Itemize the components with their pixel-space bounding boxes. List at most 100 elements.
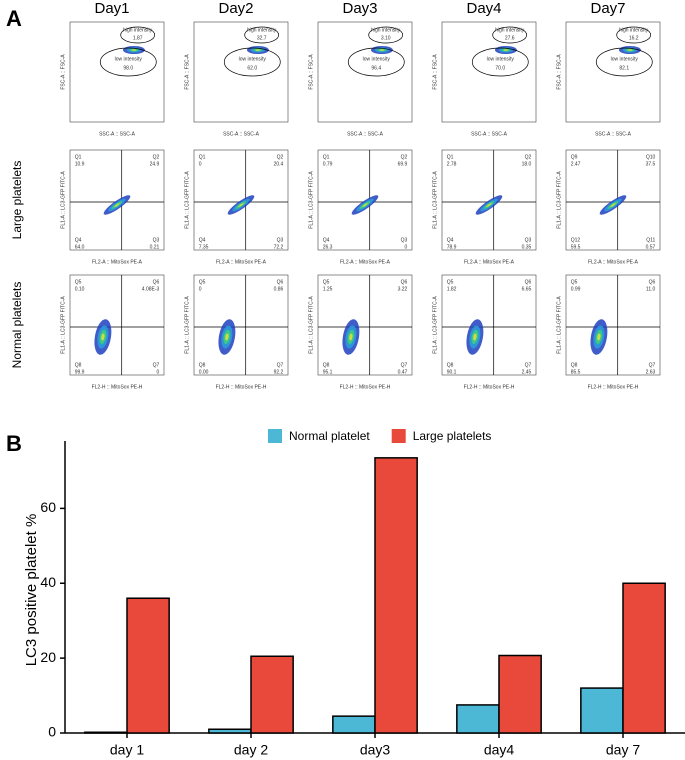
quadrant-name: Q4 bbox=[447, 237, 454, 243]
plot-frame bbox=[441, 21, 537, 123]
quadrant-name: Q7 bbox=[153, 362, 160, 368]
gate-text: 62.0 bbox=[247, 65, 257, 71]
quadrant-name: Q8 bbox=[323, 362, 330, 368]
x-axis-label: SSC-A :: SSC-A bbox=[595, 131, 632, 137]
quadrant-value: 2.78 bbox=[447, 161, 457, 167]
plot-frame bbox=[317, 149, 413, 251]
y-axis-label: FL1-A :: LC3-GFP FITC-A bbox=[556, 171, 562, 229]
plot-frame bbox=[69, 21, 165, 123]
bar bbox=[126, 597, 170, 734]
quadrant-name: Q8 bbox=[447, 362, 454, 368]
x-tick-label: day 1 bbox=[110, 742, 144, 758]
quadrant-name: Q3 bbox=[277, 237, 284, 243]
x-axis-label: FL2-H :: MitoSox PE-H bbox=[464, 384, 515, 390]
quadrant-value: 2.63 bbox=[646, 369, 656, 375]
quadrant-value: 0.35 bbox=[522, 244, 532, 250]
quadrant-name: Q6 bbox=[649, 279, 656, 285]
quadrant-value: 10.9 bbox=[75, 161, 85, 167]
day-header: Day2 bbox=[218, 0, 253, 17]
quadrant-name: Q10 bbox=[646, 154, 656, 160]
gate-text: low intensity bbox=[611, 56, 639, 62]
x-tick-label: day3 bbox=[360, 742, 391, 758]
quadrant-name: Q1 bbox=[75, 154, 82, 160]
bar bbox=[456, 704, 500, 734]
quadrant-value: 0 bbox=[199, 286, 202, 292]
quadrant-name: Q7 bbox=[277, 362, 284, 368]
x-axis-label: SSC-A :: SSC-A bbox=[347, 131, 384, 137]
gate bbox=[616, 26, 652, 44]
quadrant-name: Q2 bbox=[525, 154, 532, 160]
gate bbox=[595, 47, 653, 77]
day-header: Day4 bbox=[466, 0, 501, 17]
quadrant-value: 2.47 bbox=[571, 161, 581, 167]
quadrant-value: 37.5 bbox=[646, 161, 656, 167]
gate-text: low intensity bbox=[115, 56, 143, 62]
density-cloud bbox=[503, 49, 509, 51]
quadrant-value: 85.5 bbox=[571, 369, 581, 375]
quadrant-name: Q4 bbox=[323, 237, 330, 243]
plot-frame bbox=[317, 21, 413, 123]
quadrant-value: 99.9 bbox=[75, 369, 85, 375]
gate-text: 3.10 bbox=[381, 35, 391, 41]
y-axis-label: FL1-A :: LC3-GFP FITC-A bbox=[432, 171, 438, 229]
quadrant-value: 2.45 bbox=[522, 369, 532, 375]
legend-label: Large platelets bbox=[413, 429, 492, 443]
gate-text: high intensity bbox=[247, 27, 277, 33]
density-cloud bbox=[238, 203, 244, 207]
density-cloud bbox=[379, 49, 385, 51]
gate-text: 98.0 bbox=[123, 65, 133, 71]
quadrant-value: 26.3 bbox=[323, 244, 333, 250]
quadrant-value: 95.1 bbox=[323, 369, 333, 375]
density-cloud bbox=[362, 203, 368, 207]
bar bbox=[332, 715, 376, 734]
density-cloud bbox=[131, 49, 137, 51]
quadrant-name: Q2 bbox=[153, 154, 160, 160]
plot-frame bbox=[565, 274, 661, 376]
bar bbox=[250, 655, 294, 734]
density-cloud bbox=[101, 333, 105, 341]
quadrant-value: 64.0 bbox=[75, 244, 85, 250]
quadrant-value: 11.0 bbox=[646, 286, 656, 292]
quadrant-value: 69.9 bbox=[398, 161, 408, 167]
quadrant-value: 0.21 bbox=[150, 244, 160, 250]
density-cloud bbox=[114, 203, 120, 207]
quadrant-value: 0 bbox=[157, 369, 160, 375]
density-cloud bbox=[486, 203, 492, 207]
bar bbox=[498, 654, 542, 734]
panel-label: B bbox=[6, 431, 22, 456]
row-label: Normal platelets bbox=[10, 282, 24, 369]
y-axis-label: FSC-A :: FSC-A bbox=[184, 54, 190, 90]
y-axis-label: FL1-A :: LC3-GFP FITC-A bbox=[432, 296, 438, 354]
x-tick-label: day 7 bbox=[606, 742, 640, 758]
x-tick-label: day 2 bbox=[234, 742, 268, 758]
quadrant-name: Q6 bbox=[401, 279, 408, 285]
quadrant-value: 1.82 bbox=[447, 286, 457, 292]
density-cloud bbox=[473, 333, 477, 341]
y-tick-label: 40 bbox=[40, 574, 56, 590]
y-axis-label: FL1-A :: LC3-GFP FITC-A bbox=[184, 296, 190, 354]
quadrant-name: Q8 bbox=[75, 362, 82, 368]
plot-frame bbox=[69, 274, 165, 376]
x-tick-label: day4 bbox=[484, 742, 515, 758]
quadrant-value: 90.1 bbox=[447, 369, 457, 375]
quadrant-value: 0.99 bbox=[571, 286, 581, 292]
quadrant-value: 78.9 bbox=[447, 244, 457, 250]
quadrant-name: Q9 bbox=[571, 154, 578, 160]
legend-swatch bbox=[268, 429, 282, 443]
plot-frame bbox=[193, 274, 289, 376]
quadrant-value: 3.22 bbox=[398, 286, 408, 292]
gate bbox=[244, 26, 280, 44]
quadrant-name: Q2 bbox=[277, 154, 284, 160]
quadrant-name: Q11 bbox=[646, 237, 655, 243]
quadrant-value: 0.47 bbox=[398, 369, 408, 375]
day-header: Day7 bbox=[590, 0, 625, 17]
quadrant-value: 0 bbox=[405, 244, 408, 250]
gate-text: 27.6 bbox=[505, 35, 515, 41]
quadrant-name: Q5 bbox=[571, 279, 578, 285]
x-axis-label: FL2-H :: MitoSox PE-H bbox=[216, 384, 267, 390]
gate bbox=[492, 26, 528, 44]
bar bbox=[208, 728, 252, 734]
plot-frame bbox=[441, 274, 537, 376]
plot-frame bbox=[193, 21, 289, 123]
bar bbox=[84, 731, 128, 734]
